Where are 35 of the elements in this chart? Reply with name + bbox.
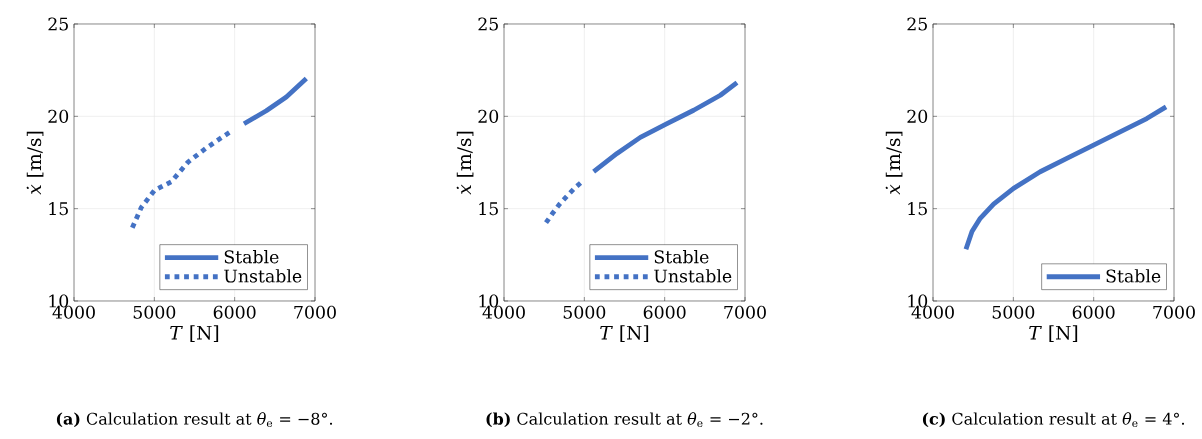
y-axis-title: ẋ [m/s] [885, 131, 903, 195]
legend-label: Stable [224, 249, 279, 264]
x-tick-label: 6000 [643, 305, 686, 319]
line-series [963, 104, 1169, 252]
y-tick-label: 15 [908, 202, 927, 216]
legend-label: Unstable [654, 269, 732, 283]
line-series [591, 80, 740, 175]
x-tick-label: 5000 [563, 305, 606, 319]
x-tick-label: 5000 [133, 305, 176, 319]
x-tick-label: 7000 [1153, 305, 1195, 319]
legend-label: Stable [654, 249, 709, 264]
legend-label: Unstable [224, 269, 302, 283]
x-tick-label: 6000 [213, 305, 256, 319]
text: (a) Calculation result at θ$_{e}$ = −8°. [56, 412, 333, 428]
y-axis-title: ẋ [m/s] [26, 131, 44, 195]
text: (c) Calculation result at θ$_{e}$ = 4°. [922, 412, 1185, 428]
x-axis-title: T [N] [600, 325, 649, 342]
y-tick-label: 25 [907, 17, 927, 31]
y-tick-label: 25 [478, 17, 498, 31]
y-tick-label: 25 [48, 17, 68, 31]
y-tick-label: 20 [48, 109, 69, 123]
legend-label: Stable [1106, 269, 1161, 283]
y-tick-label: 15 [479, 202, 498, 216]
y-tick-label: 20 [907, 109, 928, 123]
x-axis-title: T [N] [1029, 325, 1078, 342]
x-tick-label: 5000 [992, 305, 1035, 319]
text: (b) Calculation result at θ$_{e}$ = −2°. [486, 412, 763, 428]
x-tick-label: 7000 [294, 305, 336, 319]
y-tick-label: 20 [478, 109, 499, 123]
y-axis-title: ẋ [m/s] [456, 131, 474, 195]
y-tick-label: 15 [49, 202, 68, 216]
line-series [241, 76, 309, 127]
x-axis-title: T [N] [170, 325, 219, 342]
x-tick-label: 7000 [724, 305, 766, 319]
x-tick-label: 6000 [1072, 305, 1115, 319]
